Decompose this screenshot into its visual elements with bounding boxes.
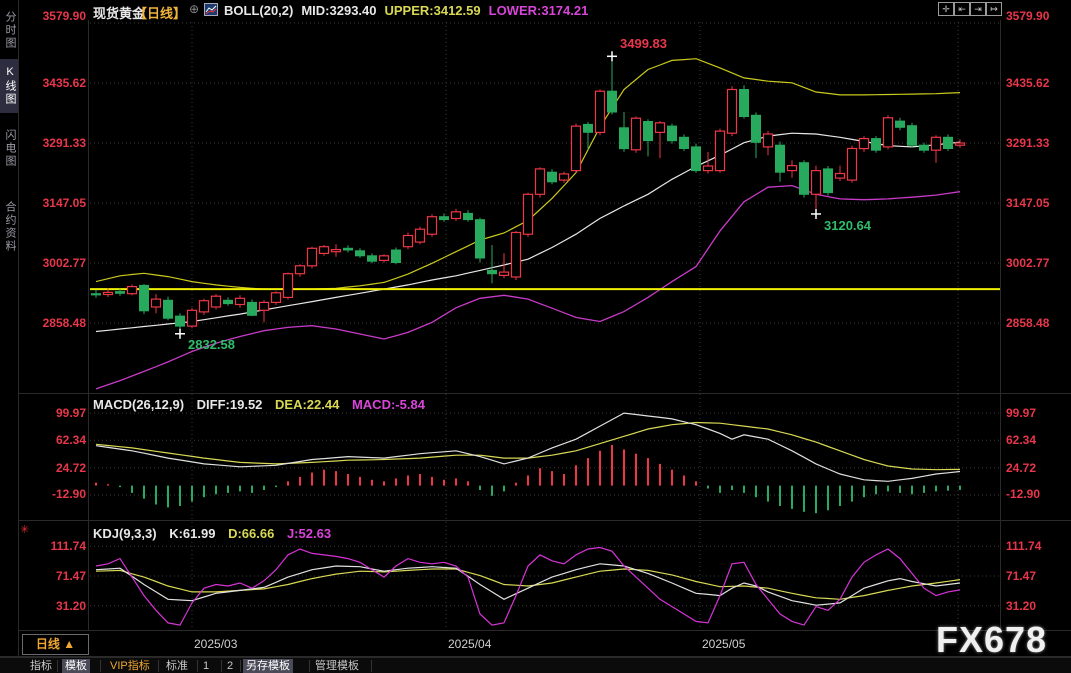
low-price-annotation: 3120.64 (824, 218, 871, 233)
pan-right-icon[interactable]: ⇥ (970, 2, 986, 16)
panel-borders (0, 20, 1071, 657)
sidebar-tab-time-chart[interactable]: 分时图 (4, 10, 16, 50)
toolbar-separator (371, 660, 372, 672)
kdj-k-line (95, 563, 961, 606)
kdj-k-value: K:61.99 (169, 526, 216, 541)
toolbar-separator (309, 660, 310, 672)
symbol-title: 现货黄金 (93, 6, 146, 21)
candlestick-series (91, 56, 966, 334)
macd-dif-line (95, 412, 961, 482)
kdj-d-value: D:66.66 (228, 526, 275, 541)
toolbar-separator (221, 660, 222, 672)
toolbar-separator (158, 660, 159, 672)
boll-label: BOLL(20,2) (224, 3, 294, 18)
boll-mid-value: MID:3293.40 (301, 3, 377, 18)
crosshair-move-icon[interactable]: ✛ (938, 2, 954, 16)
period-arrow-icon: ▲ (63, 637, 76, 651)
macd-diff-value: DIFF:19.52 (196, 397, 263, 412)
macd-macd-value: MACD:-5.84 (351, 397, 425, 412)
macd-title: MACD(26,12,9) (93, 397, 185, 412)
macd-histogram (95, 445, 961, 514)
jump-to-latest-icon[interactable]: ↦ (986, 2, 1002, 16)
price-marker-crosses (175, 51, 821, 339)
macd-header: MACD(26,12,9) DIFF:19.52 DEA:22.44 MACD:… (93, 397, 434, 412)
toolbar-item-templates[interactable]: 模板 (62, 659, 90, 673)
boll-lower-value: LOWER:3174.21 (488, 3, 589, 18)
chart-thumbnail-icon[interactable] (204, 3, 218, 16)
kdj-header: KDJ(9,3,3) K:61.99 D:66.66 J:52.63 (93, 526, 340, 541)
toolbar-item-indicators[interactable]: 指标 (30, 660, 52, 672)
kdj-title: KDJ(9,3,3) (93, 526, 157, 541)
toolbar-item-slot-2[interactable]: 2 (227, 660, 234, 672)
sidebar-tab-contract-info[interactable]: 合约资料 (4, 201, 16, 253)
toolbar-item-standard[interactable]: 标准 (166, 660, 188, 672)
high-price-annotation: 3499.83 (620, 36, 667, 51)
toolbar-separator (57, 660, 58, 672)
kdj-d-line (95, 568, 961, 600)
period-selector-button[interactable]: 日线 ▲ (22, 634, 89, 655)
toolbar-separator (100, 660, 101, 672)
kdj-j-line (95, 546, 961, 626)
toolbar-item-slot-1[interactable]: 1 (203, 660, 210, 672)
toolbar-separator (240, 660, 241, 672)
bottom-toolbar: 指标 模板 VIP指标 标准 1 2 另存模板 管理模板 (0, 657, 1071, 673)
macd-dea-line (95, 421, 961, 471)
sidebar-tab-flash-chart[interactable]: 闪电图 (4, 128, 16, 168)
pan-left-icon[interactable]: ⇤ (954, 2, 970, 16)
period-label: 日线 (35, 637, 60, 651)
boll-mid-line (95, 132, 961, 333)
boll-readout: BOLL(20,2) MID:3293.40 UPPER:3412.59 LOW… (224, 3, 588, 18)
sidebar-tab-kline-chart[interactable]: K线图 (0, 59, 18, 113)
chart-type-sidebar: 分时图 K线图闪电图合约资料 (0, 0, 19, 656)
toolbar-item-manage-templates[interactable]: 管理模板 (315, 660, 359, 672)
kdj-j-value: J:52.63 (286, 526, 332, 541)
period-tag: 【日线】 (134, 6, 187, 21)
swing-low-annotation: 2832.58 (188, 337, 235, 352)
indicator-marker-icon[interactable]: ✳ (20, 524, 30, 536)
boll-upper-value: UPPER:3412.59 (384, 3, 481, 18)
add-indicator-icon[interactable]: ⊕ (189, 2, 200, 16)
toolbar-separator (197, 660, 198, 672)
macd-dea-value: DEA:22.44 (275, 397, 340, 412)
toolbar-item-vip-indicators[interactable]: VIP指标 (110, 660, 150, 672)
fx678-watermark: FX678 (936, 619, 1048, 660)
toolbar-item-save-template[interactable]: 另存模板 (243, 659, 293, 673)
